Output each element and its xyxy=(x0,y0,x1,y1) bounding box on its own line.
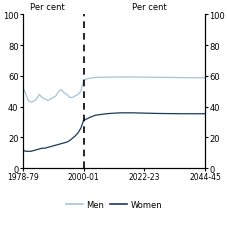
Text: Per cent: Per cent xyxy=(132,3,166,12)
Legend: Men, Women: Men, Women xyxy=(62,197,165,213)
Text: Per cent: Per cent xyxy=(30,3,64,12)
